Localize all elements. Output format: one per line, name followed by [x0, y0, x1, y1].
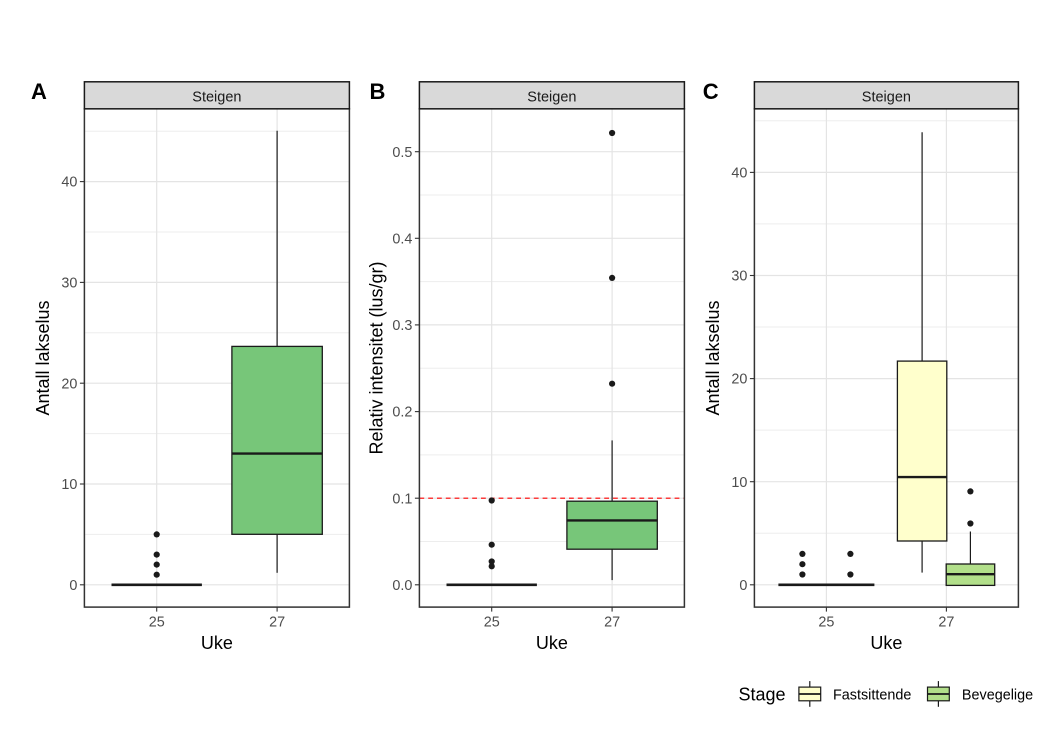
svg-text:27: 27	[604, 615, 620, 631]
svg-text:30: 30	[61, 276, 77, 292]
svg-text:27: 27	[938, 615, 954, 631]
svg-text:C: C	[703, 79, 719, 104]
svg-text:Uke: Uke	[201, 633, 233, 653]
svg-text:Antall lakselus: Antall lakselus	[33, 300, 53, 415]
svg-text:0.1: 0.1	[392, 491, 412, 507]
svg-text:Antall lakselus: Antall lakselus	[703, 300, 723, 415]
svg-text:Bevegelige: Bevegelige	[962, 687, 1033, 703]
svg-text:Uke: Uke	[536, 633, 568, 653]
svg-text:30: 30	[731, 269, 747, 285]
svg-text:20: 20	[731, 372, 747, 388]
svg-text:40: 40	[61, 175, 77, 191]
svg-text:A: A	[31, 79, 47, 104]
svg-text:B: B	[370, 79, 386, 104]
svg-text:Fastsittende: Fastsittende	[833, 687, 911, 703]
svg-text:10: 10	[731, 475, 747, 491]
svg-text:Relativ intensitet (lus/gr): Relativ intensitet (lus/gr)	[367, 261, 387, 454]
svg-text:0.0: 0.0	[392, 578, 412, 594]
svg-text:Stage: Stage	[738, 685, 785, 705]
svg-text:Steigen: Steigen	[192, 89, 241, 105]
svg-text:27: 27	[269, 615, 285, 631]
svg-text:0.2: 0.2	[392, 405, 412, 421]
svg-text:Steigen: Steigen	[527, 89, 576, 105]
svg-text:0: 0	[69, 578, 77, 594]
svg-text:25: 25	[149, 615, 165, 631]
svg-text:20: 20	[61, 376, 77, 392]
svg-text:0.3: 0.3	[392, 318, 412, 334]
svg-text:10: 10	[61, 477, 77, 493]
svg-text:Steigen: Steigen	[862, 89, 911, 105]
svg-text:Uke: Uke	[870, 633, 902, 653]
svg-text:25: 25	[484, 615, 500, 631]
svg-text:40: 40	[731, 166, 747, 182]
svg-text:0.4: 0.4	[392, 231, 412, 247]
svg-text:25: 25	[818, 615, 834, 631]
svg-text:0: 0	[739, 578, 747, 594]
svg-text:0.5: 0.5	[392, 145, 412, 161]
